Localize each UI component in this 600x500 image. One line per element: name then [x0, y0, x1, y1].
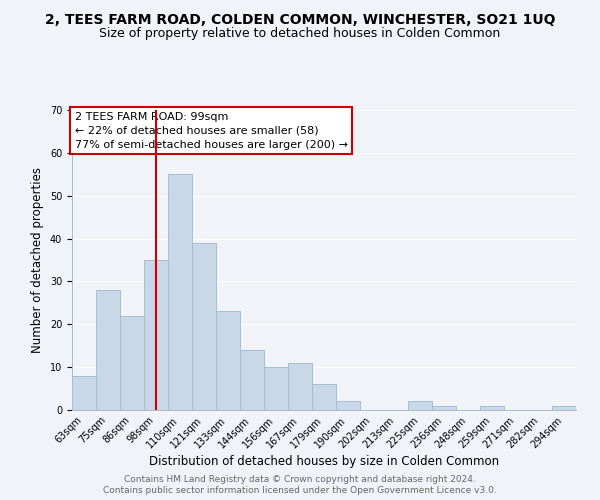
Text: 2 TEES FARM ROAD: 99sqm
← 22% of detached houses are smaller (58)
77% of semi-de: 2 TEES FARM ROAD: 99sqm ← 22% of detache… — [74, 112, 347, 150]
Bar — [264, 367, 288, 410]
Bar — [144, 260, 168, 410]
Bar — [552, 406, 576, 410]
Bar — [480, 406, 504, 410]
Bar — [240, 350, 264, 410]
Bar — [96, 290, 120, 410]
Bar — [72, 376, 96, 410]
Bar — [288, 363, 312, 410]
Bar — [168, 174, 192, 410]
Bar — [120, 316, 144, 410]
Text: Contains HM Land Registry data © Crown copyright and database right 2024.: Contains HM Land Registry data © Crown c… — [124, 475, 476, 484]
Y-axis label: Number of detached properties: Number of detached properties — [31, 167, 44, 353]
Bar — [408, 402, 432, 410]
Bar — [432, 406, 456, 410]
Bar — [192, 243, 216, 410]
X-axis label: Distribution of detached houses by size in Colden Common: Distribution of detached houses by size … — [149, 456, 499, 468]
Text: Size of property relative to detached houses in Colden Common: Size of property relative to detached ho… — [100, 28, 500, 40]
Text: Contains public sector information licensed under the Open Government Licence v3: Contains public sector information licen… — [103, 486, 497, 495]
Bar — [312, 384, 336, 410]
Bar — [336, 402, 360, 410]
Bar — [216, 312, 240, 410]
Text: 2, TEES FARM ROAD, COLDEN COMMON, WINCHESTER, SO21 1UQ: 2, TEES FARM ROAD, COLDEN COMMON, WINCHE… — [45, 12, 555, 26]
